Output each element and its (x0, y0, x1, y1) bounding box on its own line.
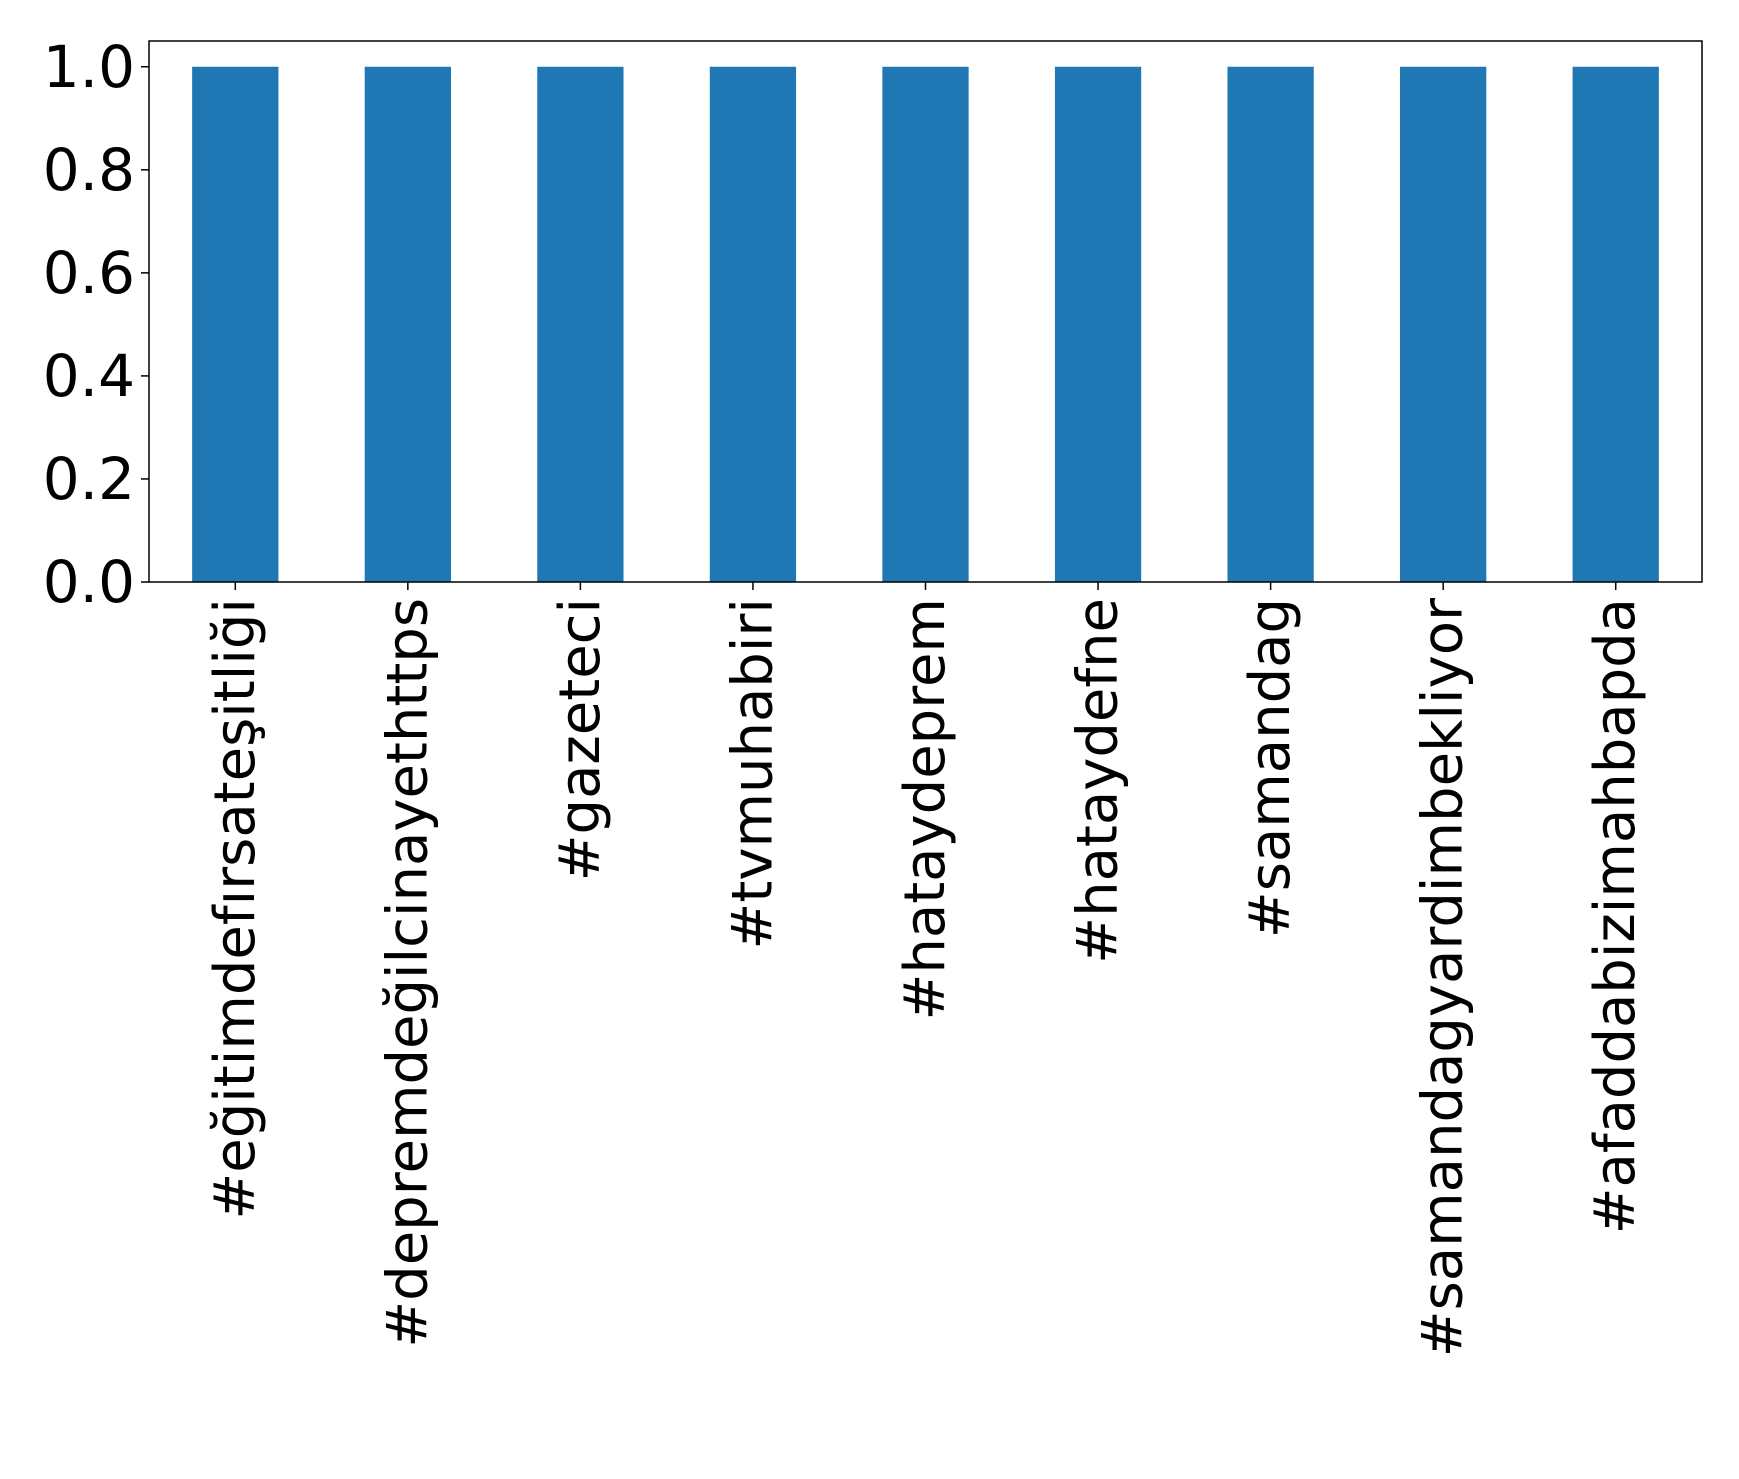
x-tick-label-4: #hataydeprem (893, 598, 958, 1021)
y-tick-label-5: 1.0 (43, 33, 135, 101)
x-tick-label-1: #depremdeğilcinayethttps (375, 598, 440, 1348)
bar-0 (192, 66, 279, 582)
bar-8 (1572, 66, 1659, 582)
y-tick-label-2: 0.4 (43, 342, 135, 410)
x-tick-label-0: #eğitimdefırsateşitliği (203, 598, 268, 1220)
x-tick-label-6: #samandag (1238, 598, 1303, 938)
y-tick-label-0: 0.0 (43, 548, 135, 616)
x-tick-label-2: #gazeteci (548, 598, 613, 881)
x-tick-label-3: #tvmuhabiri (720, 598, 785, 950)
bar-3 (709, 66, 797, 582)
bar-4 (882, 66, 969, 582)
x-tick-label-5: #hataydefne (1066, 598, 1131, 964)
bars-group (192, 66, 1659, 582)
bar-1 (364, 66, 451, 582)
y-tick-label-1: 0.2 (43, 445, 135, 513)
y-axis: 0.0 0.2 0.4 0.6 0.8 1.0 (43, 33, 149, 616)
y-tick-label-3: 0.6 (43, 239, 135, 307)
bar-2 (537, 66, 624, 582)
x-axis: #eğitimdefırsateşitliği #depremdeğilcinay… (203, 582, 1648, 1357)
x-tick-label-7: #samandagyardimbekliyor (1411, 597, 1476, 1357)
x-tick-label-8: #afaddabizimahbapda (1583, 598, 1648, 1234)
y-tick-label-4: 0.8 (43, 136, 135, 204)
bar-7 (1400, 66, 1487, 582)
bar-5 (1054, 66, 1142, 582)
bar-6 (1227, 66, 1314, 582)
